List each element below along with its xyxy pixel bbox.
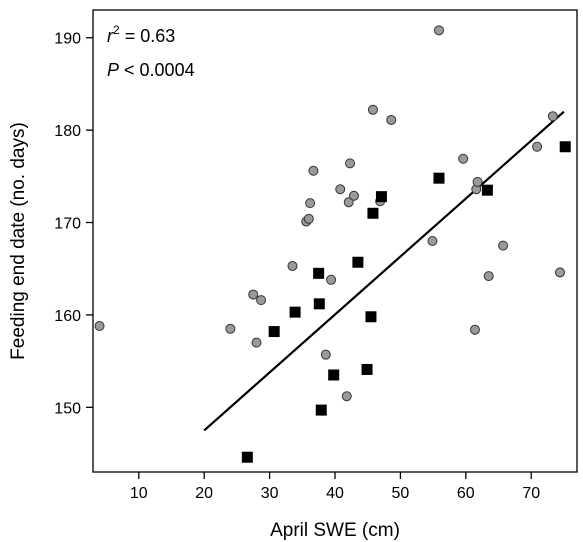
square-point	[328, 369, 340, 381]
square-point	[365, 311, 377, 323]
circle-point	[483, 271, 494, 282]
circle-point	[532, 141, 543, 152]
circle-point	[308, 165, 319, 176]
circle-point	[547, 111, 558, 122]
x-tick-label: 40	[326, 485, 344, 502]
circle-point	[427, 236, 438, 246]
square-point	[268, 326, 280, 338]
p-symbol: P	[107, 60, 119, 80]
y-axis-title: Feeding end date (no. days)	[8, 122, 29, 360]
square-point	[559, 141, 571, 153]
circle-point	[458, 153, 469, 164]
square-point	[313, 298, 325, 310]
circle-point	[248, 289, 259, 300]
r-symbol: r	[107, 26, 114, 46]
square-point	[367, 207, 379, 219]
circle-point	[367, 104, 378, 115]
circle-point	[303, 213, 314, 224]
square-point	[352, 256, 364, 268]
circle-point	[320, 349, 331, 360]
x-tick-label: 20	[195, 485, 213, 502]
y-tick-label: 190	[54, 31, 81, 48]
square-point	[433, 172, 445, 184]
x-tick-label: 50	[392, 485, 410, 502]
square-point	[481, 184, 493, 196]
circle-point	[469, 324, 480, 335]
x-axis-title: April SWE (cm)	[270, 520, 400, 541]
p-value: < 0.0004	[119, 60, 195, 80]
r-squared-value: = 0.63	[120, 26, 176, 46]
circle-point	[287, 260, 298, 271]
circle-point	[348, 190, 359, 201]
circle-point	[305, 198, 316, 209]
y-tick-label: 150	[54, 400, 81, 417]
circle-point	[251, 337, 262, 348]
circle-point	[386, 114, 397, 125]
circle-point	[326, 274, 337, 285]
circle-point	[554, 267, 565, 278]
square-point	[361, 363, 373, 375]
regression-line-layer	[203, 110, 565, 432]
circle-point	[256, 295, 267, 306]
x-tick-label: 30	[261, 485, 279, 502]
y-tick-label: 160	[54, 308, 81, 325]
circle-point	[498, 240, 509, 251]
x-tick-label: 10	[130, 485, 148, 502]
y-tick-label: 170	[54, 216, 81, 233]
square-point	[313, 267, 325, 279]
x-tick-label: 60	[457, 485, 475, 502]
square-point	[315, 404, 327, 416]
p-value-annotation: P < 0.0004	[107, 60, 195, 80]
square-point	[289, 306, 301, 318]
r-squared-annotation: r2 = 0.63	[107, 23, 175, 46]
circle-point	[341, 391, 352, 402]
circle-point	[335, 184, 346, 195]
circle-point	[343, 197, 354, 208]
x-axis-ticks: 10 20 30 40 50 60 70	[130, 472, 540, 502]
y-tick-label: 180	[54, 123, 81, 140]
circle-point	[472, 176, 483, 187]
circle-point	[225, 323, 236, 334]
square-point	[241, 451, 253, 463]
circle-point	[433, 25, 444, 36]
x-tick-label: 70	[522, 485, 540, 502]
circle-point	[345, 158, 356, 169]
points-layer	[94, 25, 571, 463]
r-superscript: 2	[113, 23, 120, 37]
regression-line	[203, 110, 565, 432]
square-point	[375, 191, 387, 203]
circle-point	[94, 321, 105, 332]
y-axis-ticks: 150 160 170 180 190	[54, 31, 93, 417]
